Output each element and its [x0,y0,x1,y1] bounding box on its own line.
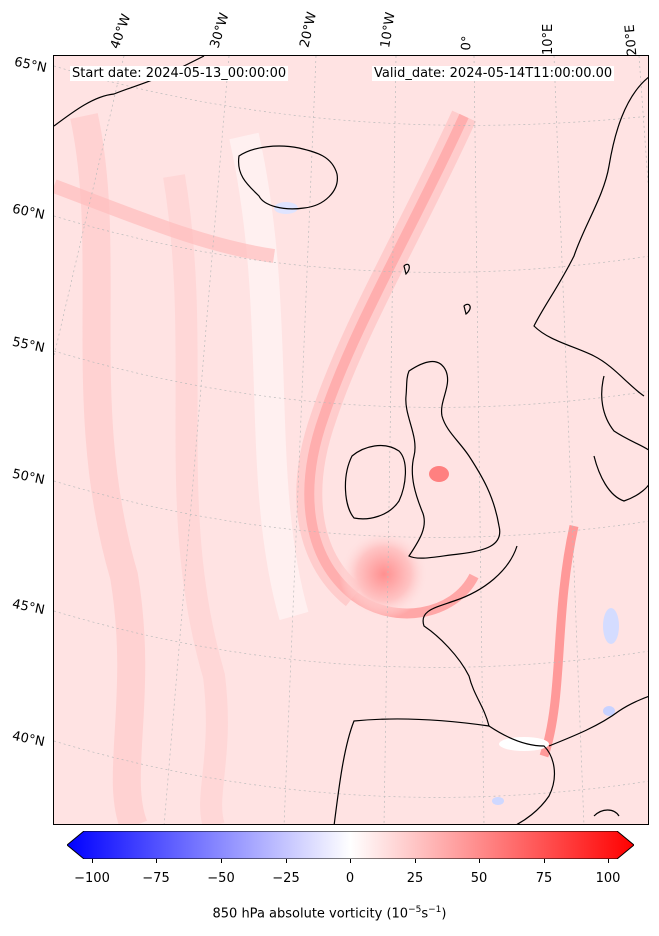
colorbar-tick-25: 25 [406,871,424,886]
lat-label-50n: 50°N [10,466,46,489]
colorbar-label: 850 hPa absolute vorticity (10−5s−1) [0,905,659,921]
coastlines [54,56,648,824]
colorbar-label-mid: s [421,906,429,922]
map-panel [53,55,649,825]
vorticity-map [54,56,648,824]
lat-label-55n: 55°N [10,334,46,357]
western-europe-coast [333,545,518,824]
great-britain-coast [405,361,501,559]
lon-label-0: 0° [459,35,476,51]
colorbar-tick-neg100: −100 [74,871,110,886]
valid-date-label: Valid_date: 2024-05-14T11:00:00.00 [372,66,615,81]
lon-label-20w: 20°W [297,10,321,49]
lat-label-60n: 60°N [10,201,46,224]
colorbar-label-exp2: −1 [428,905,442,915]
colorbar-tick-neg50: −50 [207,871,235,886]
lat-label-65n: 65°N [12,54,48,77]
graticule [54,56,648,824]
norway-coast [533,76,648,397]
colorbar-label-text: 850 hPa absolute vorticity (10 [212,906,409,922]
lat-label-45n: 45°N [10,596,46,619]
lon-label-40w: 40°W [107,12,135,51]
lat-label-40n: 40°N [10,728,46,751]
colorbar-tick-neg25: −25 [272,871,300,886]
colorbar-label-end: ) [441,906,447,922]
colorbar-tick-100: 100 [595,871,621,886]
lon-label-20e: 20°E [622,23,641,57]
lon-label-10e: 10°E [541,23,556,55]
vorticity-field [54,56,648,824]
iceland-coast [237,145,338,210]
ireland-coast [344,444,406,520]
colorbar-tick-neg75: −75 [142,871,170,886]
colorbar-label-exp1: −5 [408,905,422,915]
colorbar [67,831,634,859]
lon-label-30w: 30°W [207,11,233,50]
colorbar-tick-50: 50 [470,871,488,886]
start-date-label: Start date: 2024-05-13_00:00:00 [70,66,289,81]
colorbar-tick-75: 75 [535,871,553,886]
lon-label-10w: 10°W [378,11,399,49]
colorbar-tick-0: 0 [345,871,355,886]
